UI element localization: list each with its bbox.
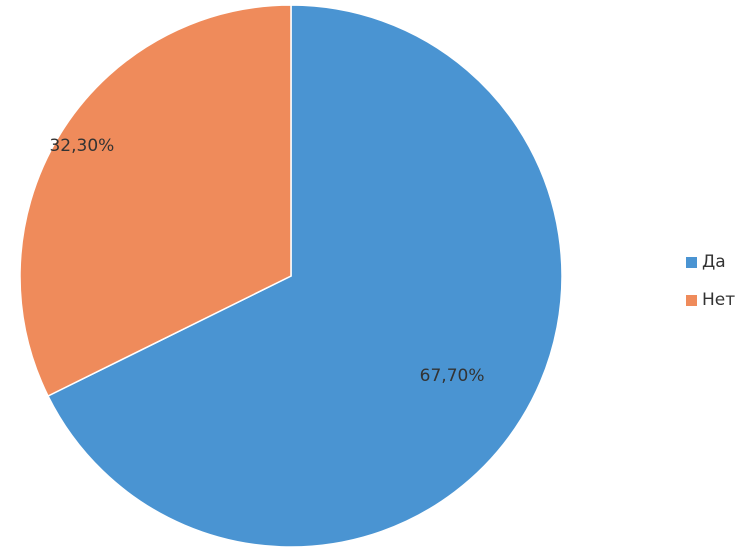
pie-slice-net	[19, 4, 292, 397]
legend: Да Нет	[686, 248, 750, 324]
legend-swatch-da	[686, 256, 697, 268]
slice-labels: 67,70% 32,30%	[49, 136, 484, 386]
pie-slice-da	[47, 4, 563, 548]
data-label-net: 32,30%	[49, 136, 114, 156]
legend-label-net: Нет	[702, 290, 736, 310]
data-label-da: 67,70%	[420, 366, 485, 386]
legend-label-da: Да	[702, 252, 726, 272]
legend-item-da: Да	[686, 248, 750, 276]
legend-swatch-net	[686, 294, 697, 306]
legend-item-net: Нет	[686, 286, 750, 314]
pie-slices	[19, 4, 563, 548]
